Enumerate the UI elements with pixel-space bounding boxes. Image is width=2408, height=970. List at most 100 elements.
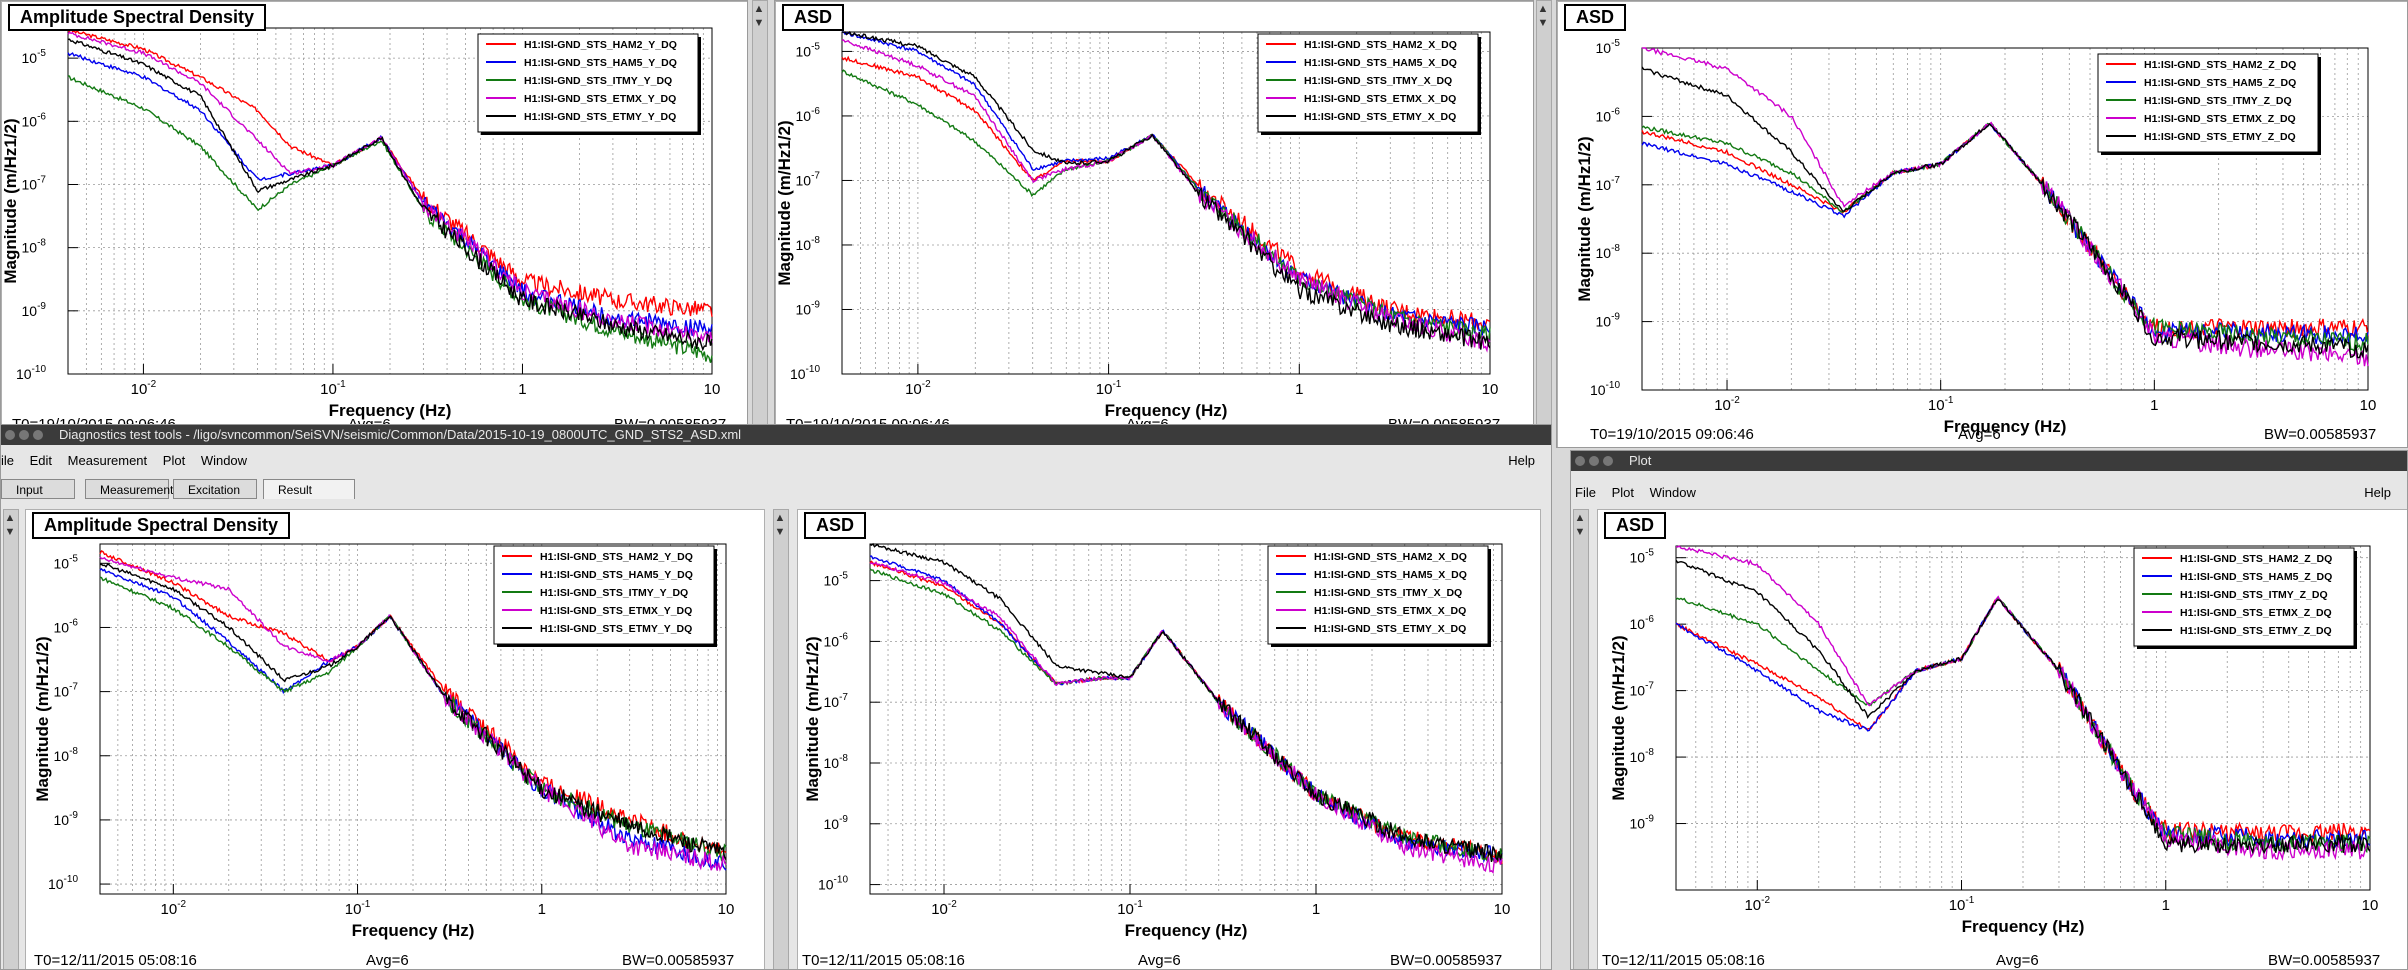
diagnostics-titlebar[interactable]: Diagnostics test tools - /ligo/svncommon… [1,425,1551,445]
x-tick-label: 10-2 [1744,895,1770,914]
y-tick-label: 10-8 [824,753,849,771]
y-tick-label: 10-7 [1596,175,1621,193]
scroll-down-icon[interactable]: ▼ [753,17,765,29]
plot-frame [841,31,1491,375]
x-axis-label: Frequency (Hz) [329,401,452,420]
status-t0: T0=19/10/2015 09:06:46 [1590,426,1754,443]
menu-plot[interactable]: Plot [1611,485,1634,500]
y-tick-exponent: -7 [1645,681,1654,692]
plot-title-label: ASD [1604,512,1667,539]
menu-file[interactable]: ile [1,453,15,468]
y-tick-exponent: -6 [1611,106,1620,117]
menu-measurement[interactable]: Measurement [67,453,148,468]
y-tick-exponent: -10 [32,364,47,375]
x-tick-label: 10 [1482,381,1499,398]
plot-pad-bottom-left: 10-2 10-1 1 10 10-10 10-9 10-8 10-7 10-6 10-5 Freq… [25,509,765,969]
plot-window-title: Plot [1629,453,1652,468]
top-right-window: 10-2 10-1 1 10 10-10 10-9 10-8 10-7 10-6 10-5 Freq… [1556,0,2408,448]
y-tick-exponent: -5 [811,41,820,52]
y-axis-label: Magnitude (m/Hz1/2) [803,636,822,801]
scroll-down-icon[interactable]: ▼ [774,526,786,538]
y-tick-exponent: -10 [834,875,849,886]
scroll-down-icon[interactable]: ▼ [1537,17,1549,29]
y-axis-label: Magnitude (m/Hz1/2) [1609,635,1628,800]
tab-result[interactable]: Result [263,479,355,499]
menu-window[interactable]: Window [200,453,248,468]
scroll-up-icon[interactable]: ▲ [4,512,16,524]
y-tick-exponent: -6 [811,106,820,117]
y-tick-exponent: -9 [839,814,848,825]
tab-excitation[interactable]: Excitation [173,479,257,499]
y-tick-label: 10-10 [818,875,848,893]
menu-help[interactable]: Help [2364,485,2391,500]
y-tick-label: 10-7 [54,682,79,700]
plot-pad-top-mid: 10-2 10-1 1 10 10-10 10-9 10-8 10-7 10-6 10-5 Freq… [775,1,1533,429]
series-line-etmy [869,542,1503,862]
diagnostics-window: Diagnostics test tools - /ligo/svncommon… [0,424,1552,970]
x-axis-label: Frequency (Hz) [1944,417,2067,436]
y-tick-label: 10-5 [22,48,47,66]
scroll-up-icon[interactable]: ▲ [774,512,786,524]
menu-plot[interactable]: Plot [162,453,186,468]
y-tick-label: 10-9 [824,814,849,832]
x-tick-label: 1 [518,381,526,398]
close-icon[interactable] [5,430,15,440]
y-tick-label: 10-7 [22,174,47,192]
scroll-up-icon[interactable]: ▲ [753,3,765,15]
menu-edit[interactable]: Edit [29,453,53,468]
x-tick-exponent: -2 [1731,395,1740,406]
legend-entry: H1:ISI-GND_STS_ETMY_Z_DQ [2180,625,2332,637]
top-left-scrollbar[interactable]: ▲ ▼ [752,0,768,430]
y-tick-label: 10-5 [796,41,821,59]
x-axis-label: Frequency (Hz) [1105,401,1228,420]
minimize-icon[interactable] [1589,456,1599,466]
minimize-icon[interactable] [19,430,29,440]
menu-help[interactable]: Help [1508,453,1535,468]
legend-entry: H1:ISI-GND_STS_ETMX_Z_DQ [2180,607,2332,619]
x-tick-exponent: -2 [922,379,931,390]
tab-input[interactable]: Input [1,479,75,499]
y-tick-label: 10-10 [790,364,820,382]
maximize-icon[interactable] [33,430,43,440]
asd-chart-bottom-mid: 10-2 10-1 1 10 10-10 10-9 10-8 10-7 10-6 10-5 Freq… [803,542,1510,940]
plot-window: Plot File Plot Window Help ▲ ▼ 10-2 10-1 1… [1570,450,2408,970]
y-tick-label: 10-8 [54,746,79,764]
y-tick-label: 10-9 [796,299,821,317]
y-tick-label: 10-10 [48,874,78,892]
y-tick-exponent: -6 [69,617,78,628]
y-tick-exponent: -9 [37,301,46,312]
y-tick-label: 10-9 [22,301,47,319]
asd-chart-bottom-left: 10-2 10-1 1 10 10-10 10-9 10-8 10-7 10-6 10-5 Freq… [33,543,734,940]
menu-window[interactable]: Window [1649,485,1696,500]
y-tick-exponent: -7 [37,174,46,185]
y-tick-label: 10-9 [1596,312,1621,330]
legend-entry: H1:ISI-GND_STS_HAM5_Y_DQ [524,57,677,69]
menu-file[interactable]: File [1575,485,1596,500]
y-tick-label: 10-6 [1596,106,1621,124]
x-tick-label: 10-1 [320,379,346,398]
diagnostics-tabs: Input Measurement Excitation Result [1,479,1551,501]
tab-measurement[interactable]: Measurement [85,479,173,499]
y-tick-exponent: -7 [1611,175,1620,186]
top-mid-scrollbar[interactable]: ▲ ▼ [1536,0,1552,430]
legend-entry: H1:ISI-GND_STS_ITMY_Y_DQ [540,587,688,599]
y-tick-exponent: -5 [1645,548,1654,559]
close-icon[interactable] [1575,456,1585,466]
plot-titlebar[interactable]: Plot [1571,451,2407,471]
scroll-down-icon[interactable]: ▼ [4,526,16,538]
legend-entry: H1:ISI-GND_STS_HAM5_X_DQ [1304,57,1457,69]
x-tick-label: 10-1 [345,899,371,918]
diagnostics-menubar: ile Edit Measurement Plot Window Help [1,451,1551,471]
diag-left-scrollbar[interactable]: ▲ ▼ [3,509,19,969]
legend-entry: H1:ISI-GND_STS_ETMX_X_DQ [1314,605,1466,617]
diag-mid-scrollbar[interactable]: ▲ ▼ [773,509,789,969]
maximize-icon[interactable] [1603,456,1613,466]
scroll-down-icon[interactable]: ▼ [1574,526,1586,538]
plot-window-scrollbar[interactable]: ▲ ▼ [1573,509,1589,969]
plot-frame [1675,545,2371,891]
scroll-up-icon[interactable]: ▲ [1574,512,1586,524]
y-tick-exponent: -10 [806,364,821,375]
status-t0: T0=12/11/2015 05:08:16 [34,952,197,969]
plot-menubar: File Plot Window Help [1571,483,2407,503]
scroll-up-icon[interactable]: ▲ [1537,3,1549,15]
